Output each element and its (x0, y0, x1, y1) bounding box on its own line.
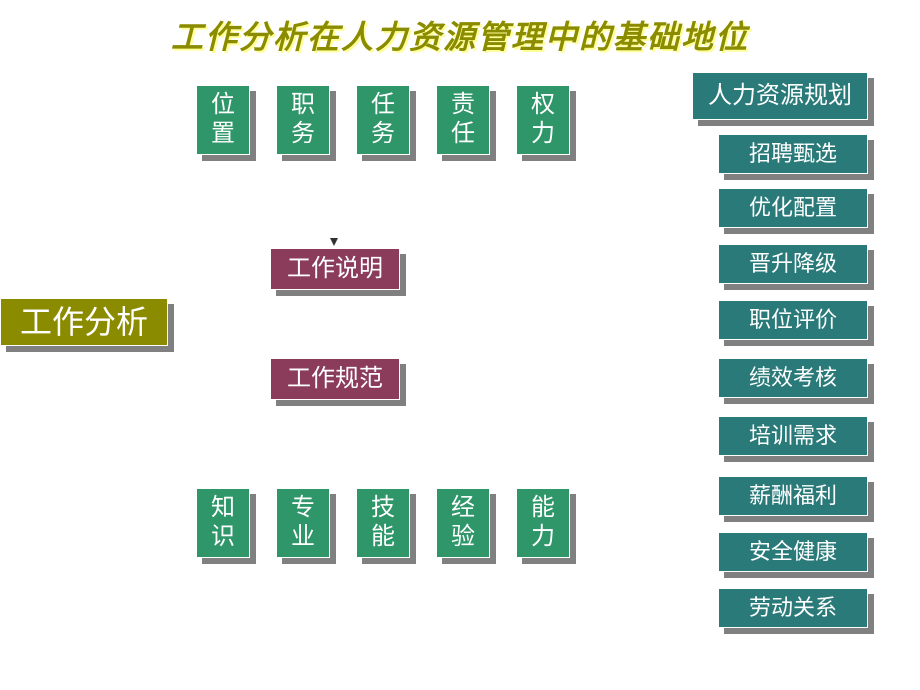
bottom-box-label: 技能 (371, 494, 395, 552)
arrow-down-icon (330, 238, 338, 246)
left-main-label: 工作分析 (20, 303, 148, 341)
top-box-1: 职务 (276, 85, 330, 155)
middle-box-label: 工作说明 (287, 255, 383, 284)
right-box-label: 优化配置 (749, 195, 837, 221)
right-box-label: 人力资源规划 (708, 82, 852, 111)
right-box-4: 职位评价 (718, 300, 868, 340)
middle-box-label: 工作规范 (287, 365, 383, 394)
bottom-box-label: 能力 (531, 494, 555, 552)
top-box-4: 权力 (516, 85, 570, 155)
right-box-label: 薪酬福利 (749, 483, 837, 509)
right-box-9: 劳动关系 (718, 588, 868, 628)
left-main-box: 工作分析 (0, 298, 168, 346)
top-box-label: 职务 (291, 91, 315, 149)
right-box-label: 劳动关系 (749, 595, 837, 621)
right-box-3: 晋升降级 (718, 244, 868, 284)
middle-box-0: 工作说明 (270, 248, 400, 290)
right-box-8: 安全健康 (718, 532, 868, 572)
bottom-box-label: 专业 (291, 494, 315, 552)
top-box-0: 位置 (196, 85, 250, 155)
top-box-label: 责任 (451, 91, 475, 149)
right-box-label: 安全健康 (749, 539, 837, 565)
top-box-2: 任务 (356, 85, 410, 155)
right-box-0: 人力资源规划 (692, 72, 868, 120)
bottom-box-2: 技能 (356, 488, 410, 558)
page-title: 工作分析在人力资源管理中的基础地位 (0, 12, 920, 58)
top-box-label: 任务 (371, 91, 395, 149)
bottom-box-4: 能力 (516, 488, 570, 558)
top-box-label: 权力 (531, 91, 555, 149)
right-box-5: 绩效考核 (718, 358, 868, 398)
bottom-box-label: 经验 (451, 494, 475, 552)
bottom-box-label: 知识 (211, 494, 235, 552)
right-box-label: 晋升降级 (749, 251, 837, 277)
top-box-3: 责任 (436, 85, 490, 155)
middle-box-1: 工作规范 (270, 358, 400, 400)
bottom-box-0: 知识 (196, 488, 250, 558)
right-box-2: 优化配置 (718, 188, 868, 228)
bottom-box-3: 经验 (436, 488, 490, 558)
top-box-label: 位置 (211, 91, 235, 149)
right-box-label: 招聘甄选 (749, 141, 837, 167)
right-box-label: 绩效考核 (749, 365, 837, 391)
right-box-label: 职位评价 (749, 307, 837, 333)
bottom-box-1: 专业 (276, 488, 330, 558)
right-box-1: 招聘甄选 (718, 134, 868, 174)
right-box-label: 培训需求 (749, 423, 837, 449)
right-box-7: 薪酬福利 (718, 476, 868, 516)
right-box-6: 培训需求 (718, 416, 868, 456)
